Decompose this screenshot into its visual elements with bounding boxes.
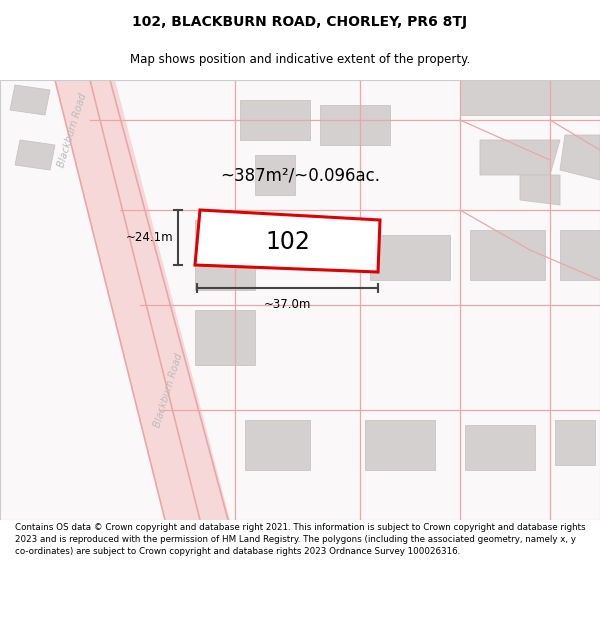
Polygon shape	[245, 420, 310, 470]
Polygon shape	[255, 155, 295, 195]
Polygon shape	[465, 425, 535, 470]
Text: ~387m²/~0.096ac.: ~387m²/~0.096ac.	[220, 166, 380, 184]
Polygon shape	[195, 220, 255, 290]
Polygon shape	[520, 175, 560, 205]
Polygon shape	[555, 420, 595, 465]
Text: Blackburn Road: Blackburn Road	[152, 352, 184, 428]
Text: Blackburn Road: Blackburn Road	[56, 92, 88, 168]
Polygon shape	[560, 230, 600, 280]
Polygon shape	[195, 310, 255, 365]
Polygon shape	[560, 135, 600, 180]
Polygon shape	[10, 85, 50, 115]
Text: Contains OS data © Crown copyright and database right 2021. This information is : Contains OS data © Crown copyright and d…	[15, 523, 586, 556]
Polygon shape	[365, 420, 435, 470]
Polygon shape	[240, 100, 310, 140]
Text: Map shows position and indicative extent of the property.: Map shows position and indicative extent…	[130, 54, 470, 66]
Text: 102: 102	[266, 230, 311, 254]
Polygon shape	[470, 230, 545, 280]
Polygon shape	[370, 235, 450, 280]
Polygon shape	[55, 80, 230, 520]
Polygon shape	[195, 210, 380, 272]
Polygon shape	[320, 105, 390, 145]
Text: ~37.0m: ~37.0m	[264, 298, 311, 311]
Polygon shape	[460, 80, 600, 115]
Polygon shape	[15, 140, 55, 170]
Text: ~24.1m: ~24.1m	[126, 231, 174, 244]
Text: 102, BLACKBURN ROAD, CHORLEY, PR6 8TJ: 102, BLACKBURN ROAD, CHORLEY, PR6 8TJ	[133, 16, 467, 29]
Polygon shape	[0, 80, 600, 520]
Polygon shape	[480, 140, 560, 175]
